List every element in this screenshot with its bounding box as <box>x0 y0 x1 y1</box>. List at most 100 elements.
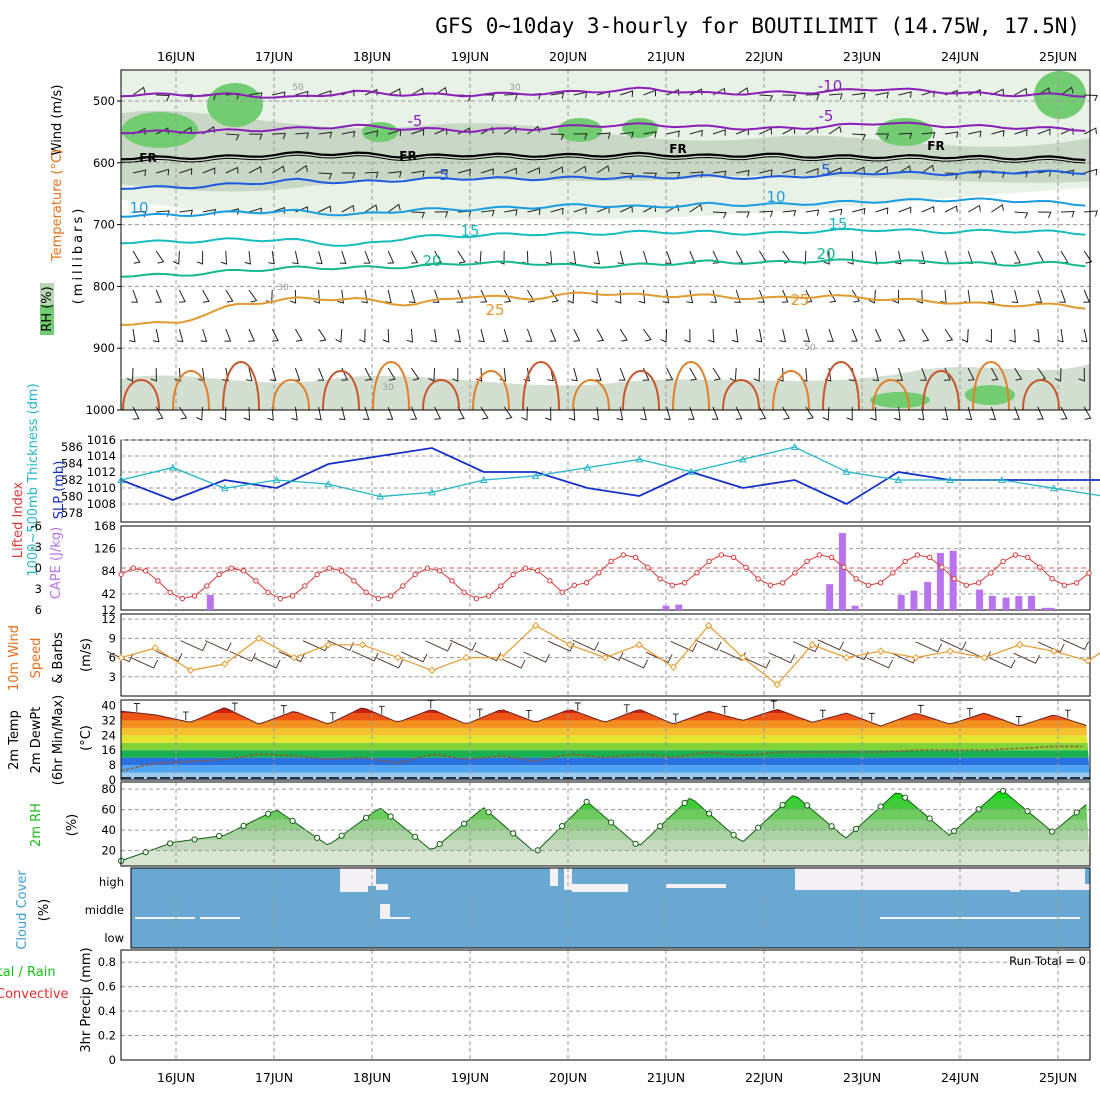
wind-barb <box>687 406 695 420</box>
rh2m-point <box>461 820 468 827</box>
precip-tick-0.6: 0.6 <box>98 980 116 994</box>
lifted-index-point <box>351 578 357 584</box>
li-tick--3: -3 <box>31 540 42 554</box>
rh2m-point <box>191 836 198 843</box>
isotherm-25 <box>121 291 1086 326</box>
bl-warm-contour-11 <box>672 361 710 411</box>
wind10m-speed-point <box>255 634 263 643</box>
wind-barb <box>1059 289 1067 303</box>
wind-barb <box>408 289 416 304</box>
lifted-index-point <box>253 578 259 584</box>
temp2m-label-line2: 2m DewPt <box>29 707 44 774</box>
rh2m-point <box>338 832 345 839</box>
upper-ytick-1000: 1000 <box>86 403 115 417</box>
cape-bar <box>1041 607 1049 610</box>
date-label-bottom-23jun: 23JUN <box>843 1070 881 1085</box>
wind-barb <box>596 165 610 174</box>
wind-barb <box>664 250 672 264</box>
wind-barb <box>1009 328 1016 343</box>
wind-barb <box>1037 87 1051 96</box>
wind-barb <box>894 250 902 265</box>
bl-warm-contour-1 <box>172 370 210 411</box>
rh2m-point <box>485 808 492 816</box>
bl-warm-contour-5 <box>372 361 410 411</box>
wind-barb <box>549 328 557 342</box>
lifted-index-point <box>816 552 823 558</box>
wind-barb <box>150 367 157 382</box>
upper-panel-frame <box>120 69 1091 411</box>
wind-barb <box>1057 328 1064 343</box>
wind10m-barb <box>670 640 698 653</box>
wind10m-barb <box>498 657 526 669</box>
wind-barb <box>805 209 820 216</box>
lifted-index-point <box>289 593 296 599</box>
rh2m-tick-80: 80 <box>101 782 116 796</box>
temp2m-minmax-bar <box>525 710 532 719</box>
wind-barb <box>475 367 483 382</box>
wind-barb <box>155 406 164 420</box>
wind-barb <box>294 328 303 342</box>
precip-panel-frame <box>120 949 1091 1061</box>
thickness-tick-578: 578 <box>61 506 83 520</box>
rh-contour-label-4: 50 <box>804 343 816 353</box>
cape-tick-84: 84 <box>101 564 116 578</box>
wind-barb <box>870 406 877 421</box>
wind-barb <box>178 406 188 420</box>
wind-barb <box>1014 367 1023 381</box>
wind-barb <box>782 168 796 176</box>
temp2m-minmax-bar <box>280 705 287 714</box>
temp2m-label-line1: 2m Temp <box>7 710 22 770</box>
thickness-tick-586: 586 <box>61 440 83 454</box>
lifted-index-point <box>596 570 602 576</box>
rh2m-point <box>853 825 860 833</box>
wind-barb <box>567 289 575 304</box>
wind10m-barb <box>621 657 649 669</box>
wind-barb <box>916 289 923 304</box>
slp-tick-1010: 1010 <box>87 481 116 495</box>
wind-barb <box>874 328 882 342</box>
rh2m-point <box>608 819 615 826</box>
wind-barb <box>550 207 564 215</box>
wind-barb <box>126 367 134 382</box>
bl-warm-contour-8 <box>522 361 560 411</box>
wind-barb <box>521 406 528 421</box>
wind10m-speed-point <box>1084 657 1092 665</box>
precip-run-total: Run Total = 0 <box>1009 954 1086 968</box>
date-label-top-24jun: 24JUN <box>941 49 979 64</box>
wind10m-barb <box>229 650 257 662</box>
wind-barb <box>573 207 587 214</box>
lifted-index-point <box>1086 570 1092 576</box>
wind-barb <box>573 133 588 140</box>
wind-barb <box>759 210 774 218</box>
rh2m-band-30 <box>121 830 1090 841</box>
temp2m-minmax-bar <box>721 705 728 715</box>
wind-barb <box>550 92 565 99</box>
wind-barb <box>573 165 587 174</box>
cloud-high-block-8 <box>795 868 1085 890</box>
wind-barb <box>967 204 981 213</box>
isotherm-label-20-1: 20 <box>816 245 835 263</box>
lifted-index-point <box>877 580 884 586</box>
cape-bar <box>936 552 944 610</box>
bl-warm-contour-16 <box>922 370 960 411</box>
date-label-top-20jun: 20JUN <box>549 49 587 64</box>
wind-barb <box>550 133 565 141</box>
lifted-index-point <box>730 554 737 561</box>
wind-barb <box>991 204 1004 213</box>
upper-ytick-500: 500 <box>93 94 115 108</box>
wind-barb <box>823 250 830 265</box>
temp2m-minmax-bar <box>378 705 385 715</box>
cape-bar <box>206 594 214 610</box>
wind-barb <box>503 126 517 135</box>
wind-barb <box>965 406 973 421</box>
lifted-index-point <box>1000 558 1006 565</box>
wind-barb <box>846 407 853 421</box>
lifted-index-point <box>559 589 565 595</box>
wind-barb <box>457 250 466 264</box>
wind-barb <box>434 169 448 177</box>
wind-barb <box>292 250 299 265</box>
wind-barb <box>196 406 204 421</box>
thickness-point <box>169 463 177 471</box>
rh-contour-label-1: 30 <box>509 83 521 93</box>
